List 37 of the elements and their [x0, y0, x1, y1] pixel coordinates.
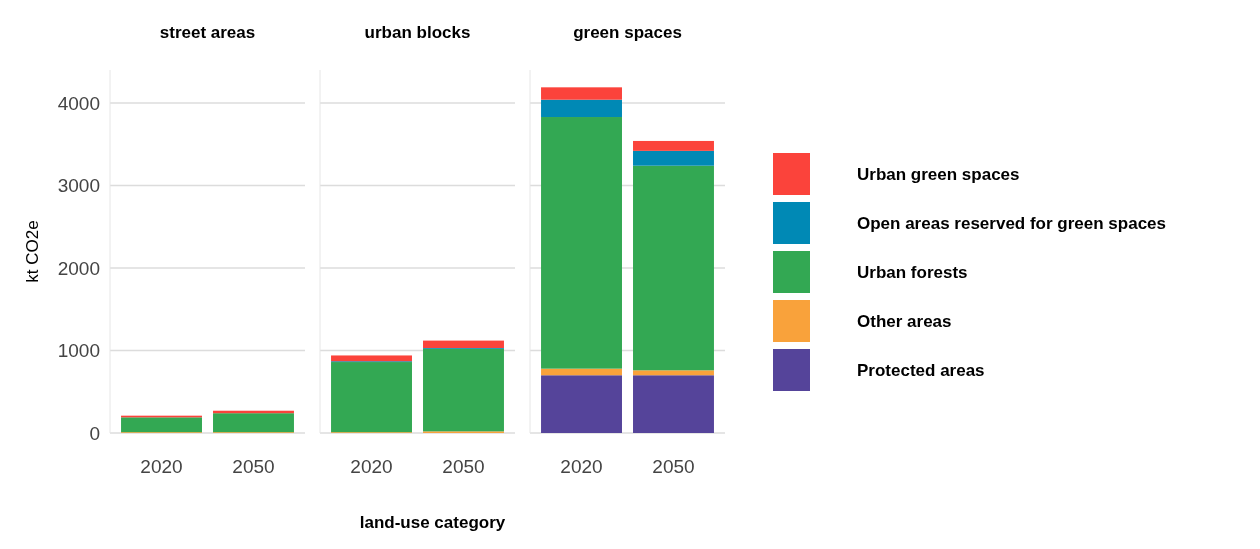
bar — [423, 348, 504, 432]
x-tick-label: 2020 — [140, 456, 183, 477]
y-tick-label: 4000 — [57, 92, 100, 114]
x-tick-label: 2050 — [652, 456, 695, 477]
chart-title: street areas — [159, 23, 256, 42]
bar — [541, 87, 622, 100]
bar — [331, 355, 412, 362]
bar — [541, 117, 622, 369]
bar — [633, 140, 714, 151]
y-tick-label: 2000 — [57, 257, 100, 279]
bar — [423, 340, 504, 349]
bar — [541, 375, 622, 433]
y-tick-label: 3000 — [57, 175, 100, 197]
text: Other areas — [857, 311, 952, 331]
bar — [633, 375, 714, 433]
text: Open areas reserved for green spaces — [857, 213, 1166, 233]
text: Protected areas — [857, 360, 985, 380]
y-tick-label: 0 — [89, 422, 100, 444]
bar — [541, 99, 622, 118]
text: Urban forests — [857, 262, 968, 282]
bar — [633, 150, 714, 166]
bar — [213, 413, 294, 433]
bar — [121, 417, 202, 433]
x-axis-title: land-use category — [359, 513, 506, 532]
x-tick-label: 2020 — [350, 456, 393, 477]
y-tick-label: 1000 — [57, 340, 100, 362]
x-tick-label: 2050 — [232, 456, 275, 477]
bar — [331, 362, 412, 433]
bar — [633, 370, 714, 376]
x-tick-label: 2050 — [442, 456, 485, 477]
text: Urban green spaces — [857, 164, 1020, 184]
bar — [541, 368, 622, 376]
bar — [633, 165, 714, 371]
chart-title: green spaces — [573, 23, 682, 42]
y-axis-title: kt CO2e — [23, 220, 42, 283]
x-tick-label: 2020 — [560, 456, 603, 477]
chart-title: urban blocks — [364, 23, 471, 42]
